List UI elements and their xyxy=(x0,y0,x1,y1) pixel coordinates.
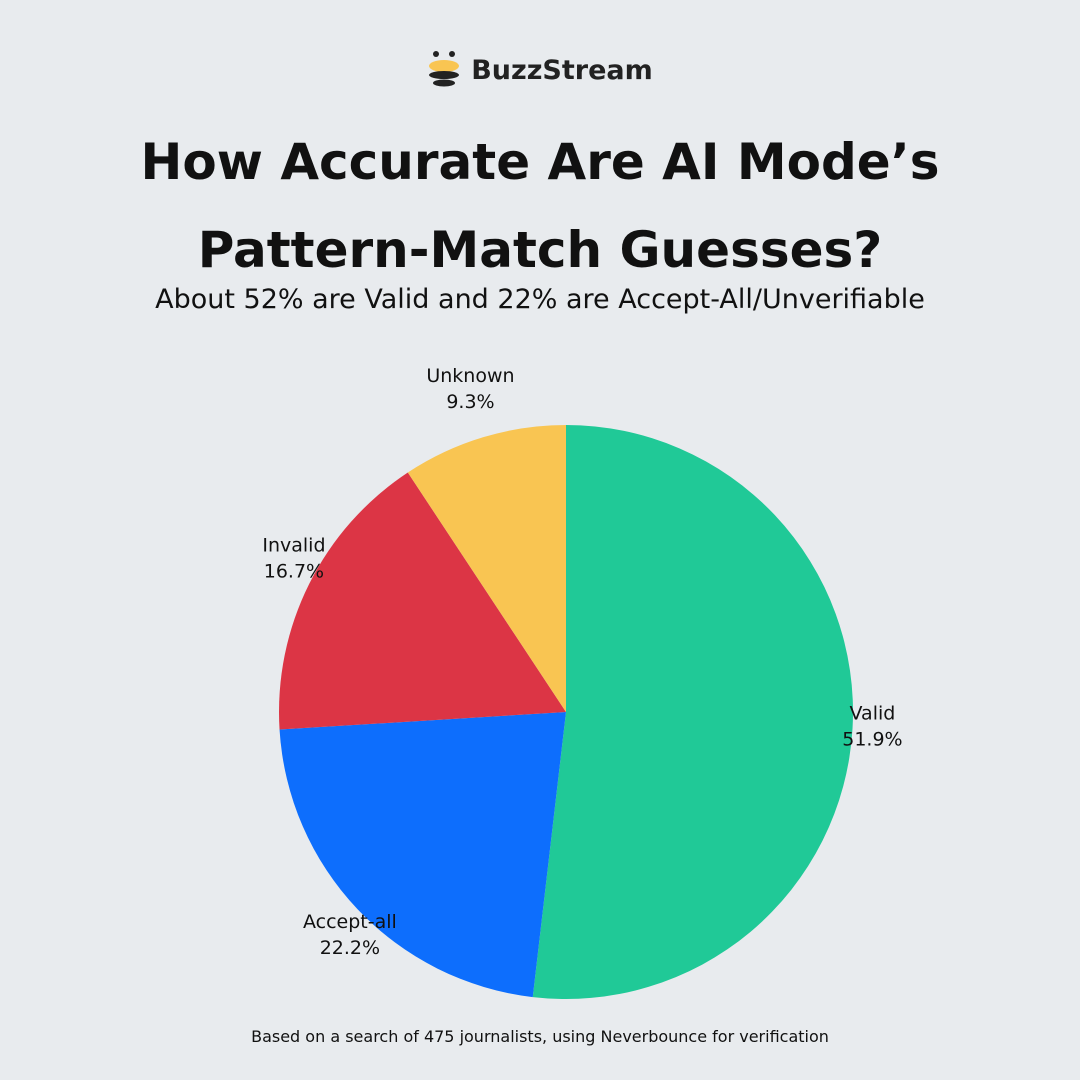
slice-label: Unknown xyxy=(426,365,514,387)
slice-label: Accept-all xyxy=(303,911,397,933)
caption: Based on a search of 475 journalists, us… xyxy=(251,1027,829,1046)
brand-logo xyxy=(429,51,460,87)
pie-slice xyxy=(278,472,566,730)
slice-label: Valid xyxy=(850,702,896,724)
slice-value-label: 22.2% xyxy=(320,937,380,959)
slice-value-label: 9.3% xyxy=(446,391,494,413)
brand: BuzzStream xyxy=(0,50,1080,90)
pie-slice xyxy=(407,425,566,712)
pie-slice xyxy=(532,425,854,999)
chart-title: How Accurate Are AI Mode’s Pattern-Match… xyxy=(140,133,940,279)
slice-value-label: 16.7% xyxy=(264,561,324,583)
brand-name: BuzzStream xyxy=(471,54,653,86)
slice-value-label: 51.9% xyxy=(842,728,902,750)
pie-slice xyxy=(279,712,566,998)
slice-label: Invalid xyxy=(262,535,325,557)
chart-subtitle: About 52% are Valid and 22% are Accept-A… xyxy=(155,284,925,315)
